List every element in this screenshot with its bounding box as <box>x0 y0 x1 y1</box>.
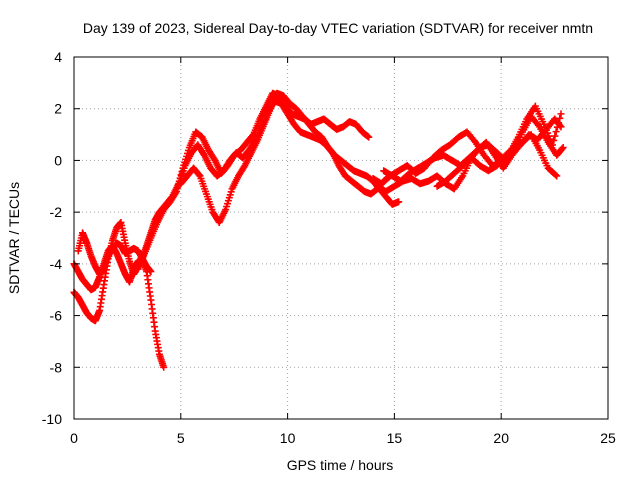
y-tick-label: -2 <box>50 204 63 220</box>
y-axis-label: SDTVAR / TECUs <box>6 182 22 294</box>
x-tick-label: 15 <box>387 430 403 446</box>
data-point <box>556 122 564 130</box>
data-point <box>558 145 566 153</box>
data-point <box>552 128 560 136</box>
x-tick-label: 10 <box>280 430 296 446</box>
data-point <box>551 132 559 140</box>
grid-lines <box>74 57 608 419</box>
data-point <box>195 171 203 179</box>
series-track-10 <box>433 131 561 190</box>
series-track-3 <box>74 229 155 278</box>
plot-frame <box>73 56 609 420</box>
data-point <box>552 171 560 179</box>
data-point <box>147 268 155 276</box>
data-points <box>70 89 567 371</box>
y-tick-label: 2 <box>54 101 62 117</box>
data-point <box>553 172 561 180</box>
axis-ticks: 0 5 10 15 20 25 -10 -8 -6 -4 -2 0 2 4 <box>42 49 616 446</box>
data-point <box>559 144 567 151</box>
x-axis-label: GPS time / hours <box>287 457 394 473</box>
y-tick-label: -8 <box>50 359 63 375</box>
data-point <box>534 121 542 129</box>
data-point <box>557 110 565 118</box>
y-tick-label: -10 <box>42 411 62 427</box>
y-tick-label: -6 <box>50 308 63 324</box>
data-point <box>395 198 403 206</box>
y-tick-label: 0 <box>54 152 62 168</box>
data-point <box>557 123 565 131</box>
y-tick-label: 4 <box>54 49 62 65</box>
data-point <box>365 133 373 141</box>
y-tick-label: -4 <box>50 256 63 272</box>
data-point <box>160 363 168 371</box>
x-tick-label: 20 <box>493 430 509 446</box>
data-point <box>550 136 558 144</box>
x-tick-label: 0 <box>70 430 78 446</box>
chart-title: Day 139 of 2023, Sidereal Day-to-day VTE… <box>83 20 593 36</box>
x-tick-label: 5 <box>177 430 185 446</box>
x-tick-label: 25 <box>600 430 616 446</box>
